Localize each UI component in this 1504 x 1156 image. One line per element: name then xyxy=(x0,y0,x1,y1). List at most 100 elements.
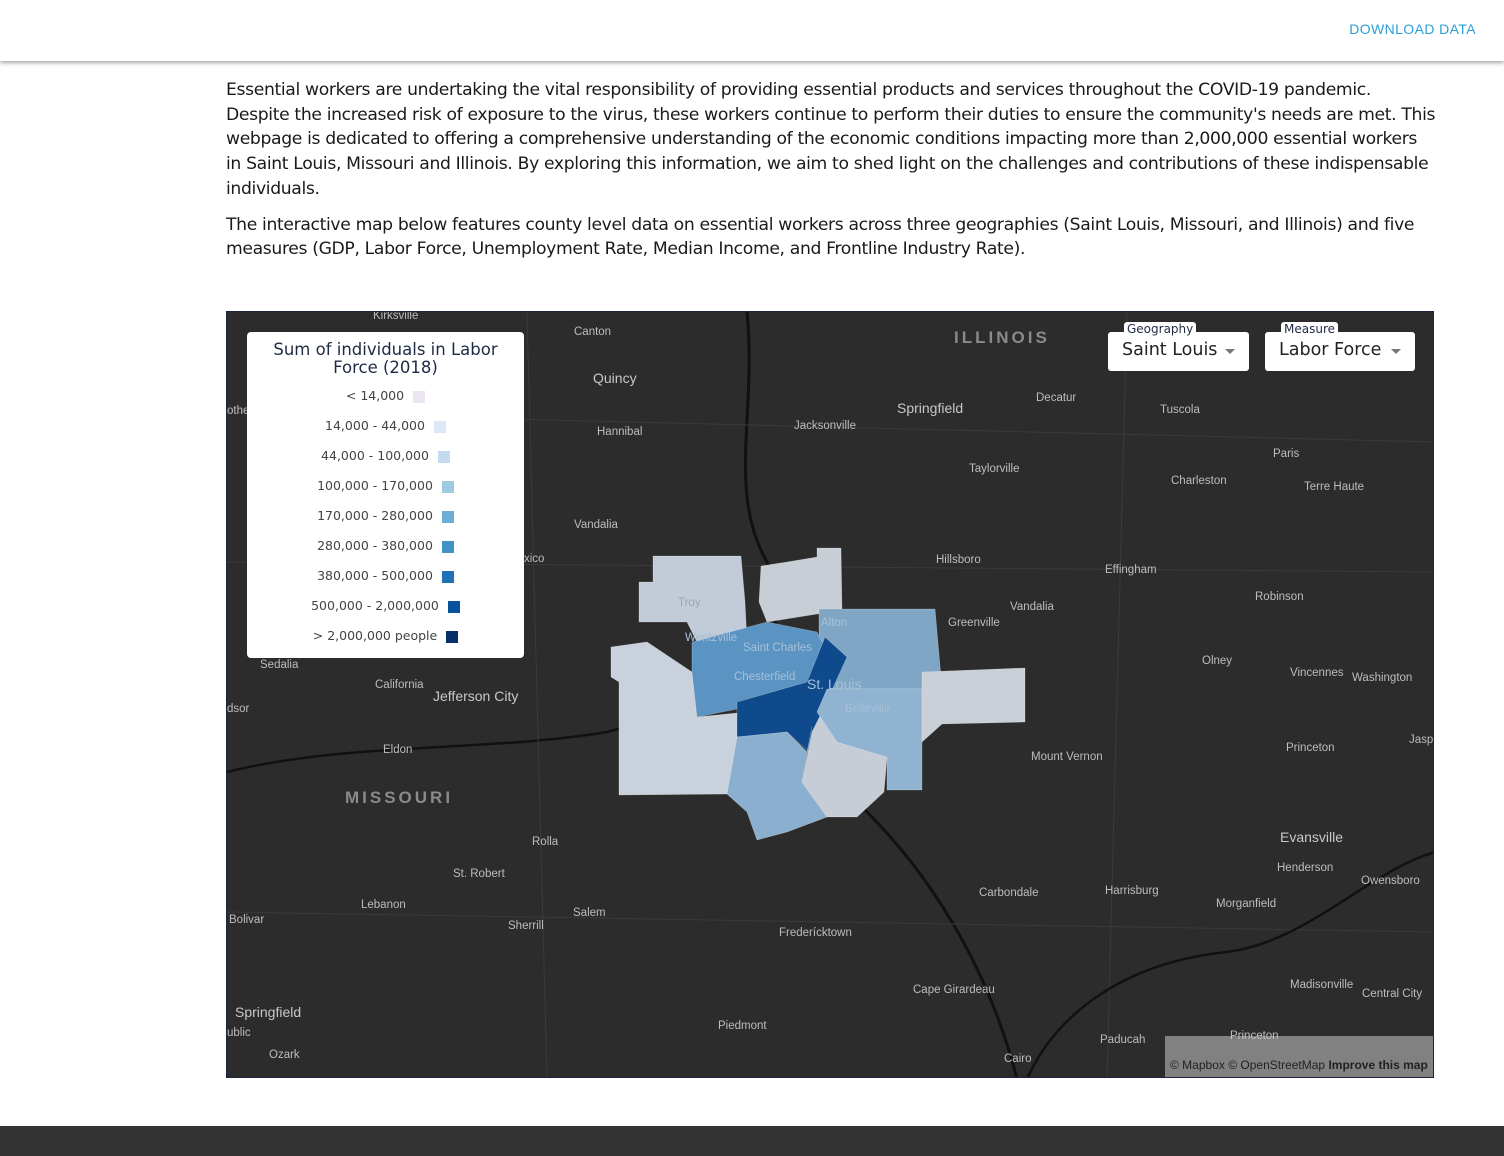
map-label: Cape Girardeau xyxy=(913,984,995,996)
legend-swatch xyxy=(447,600,460,613)
download-data-link[interactable]: DOWNLOAD DATA xyxy=(1349,21,1476,37)
legend-item: 14,000 - 44,000 xyxy=(247,418,524,433)
map-label: Sedalia xyxy=(260,659,299,671)
map-label: Charleston xyxy=(1171,475,1227,487)
map-label: Mount Vernon xyxy=(1031,751,1103,763)
map-label: Quincy xyxy=(593,370,637,386)
legend-item: 44,000 - 100,000 xyxy=(247,448,524,463)
map-label: MISSOURI xyxy=(345,788,454,807)
legend-item: 280,000 - 380,000 xyxy=(247,538,524,553)
county-polygon[interactable] xyxy=(758,547,843,623)
map-attribution: © Mapbox © OpenStreetMap Improve this ma… xyxy=(1165,1036,1433,1077)
county-polygon[interactable] xyxy=(638,555,748,643)
choropleth-map[interactable]: ILLINOIS MISSOURI Kirksville Canton Quin… xyxy=(226,311,1434,1078)
map-label: Carbondale xyxy=(979,887,1039,899)
map-label: Princeton xyxy=(1286,742,1335,754)
map-label: Eldon xyxy=(383,744,413,756)
top-bar: DOWNLOAD DATA xyxy=(0,0,1504,61)
map-label: Paris xyxy=(1273,448,1300,460)
intro-paragraph: The interactive map below features count… xyxy=(226,214,1415,260)
legend-swatch xyxy=(413,390,426,403)
map-label: Henderson xyxy=(1277,862,1334,874)
map-label: Vincennes xyxy=(1290,667,1344,679)
legend-label: 500,000 - 2,000,000 xyxy=(311,598,439,613)
map-label: Frederícktown xyxy=(779,927,852,939)
legend-label: 170,000 - 280,000 xyxy=(317,508,433,523)
geography-dropdown[interactable]: Geography Saint Louis xyxy=(1108,322,1249,371)
map-label: othe xyxy=(227,405,250,417)
map-label: Vandalia xyxy=(1010,601,1054,613)
map-label: Decatur xyxy=(1036,392,1077,404)
map-label: Saint Charles xyxy=(743,642,813,654)
legend-label: > 2,000,000 people xyxy=(312,628,438,643)
chevron-down-icon xyxy=(1391,349,1401,354)
map-label: Owensboro xyxy=(1361,875,1420,887)
map-label: Salem xyxy=(573,907,606,919)
map-label: Washington xyxy=(1352,672,1413,684)
legend-label: 44,000 - 100,000 xyxy=(321,448,429,463)
map-label: Central City xyxy=(1362,988,1423,1000)
map-label: Springfield xyxy=(235,1004,302,1020)
map-label: Troy xyxy=(678,597,701,609)
intro-text: Essential workers are undertaking the vi… xyxy=(226,78,1436,273)
legend-swatch xyxy=(441,510,454,523)
legend-swatch xyxy=(441,540,454,553)
legend-item: > 2,000,000 people xyxy=(247,628,524,643)
chevron-down-icon xyxy=(1225,349,1235,354)
improve-map-link[interactable]: Improve this map xyxy=(1328,1058,1428,1072)
geography-value: Saint Louis xyxy=(1122,340,1218,360)
map-label: Tuscola xyxy=(1160,404,1200,416)
legend-swatch xyxy=(446,630,459,643)
map-label: Cairo xyxy=(1004,1053,1032,1065)
legend-swatch xyxy=(441,570,454,583)
map-label: Belleville xyxy=(845,703,891,715)
county-polygon[interactable] xyxy=(921,667,1026,743)
map-label: Chesterfield xyxy=(734,671,796,683)
map-label: Hillsboro xyxy=(936,554,981,566)
map-label: Taylorville xyxy=(969,463,1020,475)
map-label: Ozark xyxy=(269,1049,300,1061)
osm-link[interactable]: © OpenStreetMap xyxy=(1228,1058,1326,1072)
map-label: Paducah xyxy=(1100,1034,1146,1046)
map-label: California xyxy=(375,679,424,691)
map-label: Rolla xyxy=(532,836,559,848)
legend-label: 280,000 - 380,000 xyxy=(317,538,433,553)
map-label: Harrisburg xyxy=(1105,885,1159,897)
legend-label: 14,000 - 44,000 xyxy=(325,418,425,433)
map-label: ublic xyxy=(227,1027,251,1039)
map-label: Vandalia xyxy=(574,519,618,531)
map-label: Evansville xyxy=(1280,829,1344,845)
mapbox-link[interactable]: © Mapbox xyxy=(1170,1058,1225,1072)
legend-item: < 14,000 xyxy=(247,388,524,403)
legend-title: Sum of individuals in Labor Force (2018) xyxy=(273,340,498,377)
map-label: Morganfield xyxy=(1216,898,1277,910)
legend-swatch xyxy=(441,480,454,493)
legend-item: 500,000 - 2,000,000 xyxy=(247,598,524,613)
map-label: Greenville xyxy=(948,617,1000,629)
map-label: Olney xyxy=(1202,655,1233,667)
map-label: Alton xyxy=(821,617,848,629)
map-label: St. Louis xyxy=(807,676,862,692)
measure-dropdown[interactable]: Measure Labor Force xyxy=(1265,322,1415,371)
map-label: Wentzville xyxy=(685,632,738,644)
legend-item: 380,000 - 500,000 xyxy=(247,568,524,583)
legend-item: 170,000 - 280,000 xyxy=(247,508,524,523)
map-label: Sherrill xyxy=(508,920,544,932)
measure-caption: Measure xyxy=(1281,322,1338,336)
map-label: Terre Haute xyxy=(1304,481,1365,493)
map-base xyxy=(227,312,1433,1077)
map-label: Hannibal xyxy=(597,426,643,438)
map-label: ILLINOIS xyxy=(954,328,1050,347)
map-label: Jacksonville xyxy=(794,420,856,432)
geography-caption: Geography xyxy=(1124,322,1197,336)
footer xyxy=(0,1126,1504,1156)
map-label: Bolivar xyxy=(229,914,265,926)
intro-paragraph: Essential workers are undertaking the vi… xyxy=(226,80,1436,199)
legend-label: 380,000 - 500,000 xyxy=(317,568,433,583)
legend-item: 100,000 - 170,000 xyxy=(247,478,524,493)
map-label: Jasp xyxy=(1409,734,1434,746)
legend-swatch xyxy=(437,450,450,463)
map-label: Kirksville xyxy=(373,311,419,322)
map-label: Lebanon xyxy=(361,899,406,911)
legend-label: 100,000 - 170,000 xyxy=(317,478,433,493)
